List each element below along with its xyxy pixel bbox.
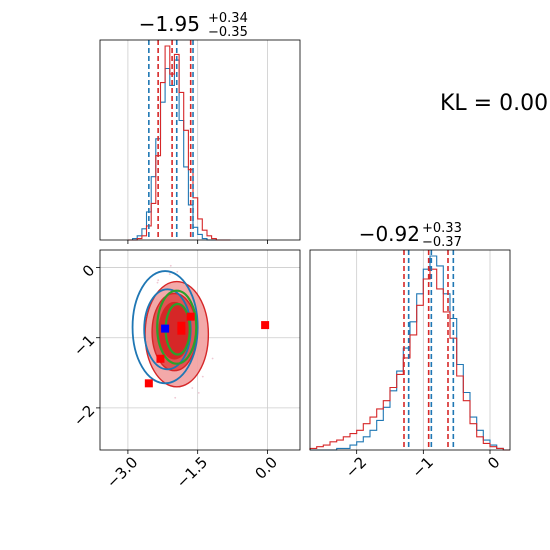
x-tick-label-0: −3.0 <box>103 453 141 491</box>
y-tick-labels-joint: 0 −1 −2 <box>70 261 98 430</box>
kl-label: KL = 0.00 <box>440 91 548 116</box>
sample-point-87 <box>174 396 177 399</box>
red-histogram-x <box>127 45 231 241</box>
title-1-value: −1.95 <box>139 12 200 36</box>
tick-marks-joint <box>96 267 268 454</box>
point-markers <box>144 312 270 388</box>
marginal-histogram-y: −2 −1 0 −0.92 +0.33 −0.37 <box>309 221 511 482</box>
red-marker-4 <box>156 354 165 363</box>
red-marker-0 <box>261 321 270 330</box>
blue-marker <box>161 324 170 333</box>
quantile-lines-x <box>148 40 194 240</box>
sample-point-122 <box>191 387 194 389</box>
joint-distribution-panel: −3.0 −1.5 0.0 0 −1 −2 <box>70 249 301 492</box>
sample-point-28 <box>157 279 160 282</box>
x-tick-label-2: 0 <box>484 453 503 472</box>
x-tick-label-0: −2 <box>342 453 370 481</box>
sample-point-89 <box>156 281 159 284</box>
sample-point-57 <box>176 270 179 273</box>
x-tick-label-2: 0.0 <box>251 453 281 483</box>
y-tick-label-1: −1 <box>70 331 98 359</box>
red-marker-3 <box>186 312 195 321</box>
sample-point-120 <box>169 264 172 267</box>
marginal-histogram-x: −1.95 +0.34 −0.35 <box>99 11 301 244</box>
red-contours <box>144 280 210 388</box>
blue-contour-0 <box>131 270 199 385</box>
x-tick-labels-joint: −3.0 −1.5 0.0 <box>103 453 281 491</box>
title-1-minus: −0.35 <box>208 25 248 40</box>
sample-point-75 <box>211 357 214 360</box>
y-tick-label-0: 0 <box>79 261 98 280</box>
red-marker-2 <box>177 326 186 335</box>
axes-frame-y1 <box>309 249 511 451</box>
red-histogram-step <box>127 45 231 241</box>
y-tick-label-2: −2 <box>70 402 98 430</box>
title-1-plus: +0.34 <box>208 11 248 26</box>
title-2-minus: −0.37 <box>422 235 462 250</box>
red-histogram-y <box>309 268 510 451</box>
red-histogram-step <box>309 268 510 451</box>
axes-frame-joint <box>99 249 301 451</box>
axes-frame-x1 <box>99 39 301 241</box>
title-2-value: −0.92 <box>359 222 420 246</box>
x-tick-label-1: −1.5 <box>173 453 211 491</box>
sample-point-64 <box>197 392 200 394</box>
tick-marks-y1 <box>356 450 491 454</box>
green-contour-0 <box>156 289 198 365</box>
quantile-lines-y <box>403 250 455 450</box>
sample-point-55 <box>201 375 204 378</box>
red-marker-1 <box>177 321 186 330</box>
sample-point-26 <box>168 273 171 275</box>
tick-marks-x1 <box>127 240 268 244</box>
title-2-plus: +0.33 <box>422 221 462 236</box>
x-tick-labels-y1: −2 −1 0 <box>342 453 504 481</box>
x-tick-label-1: −1 <box>409 453 437 481</box>
red-marker-5 <box>144 379 153 388</box>
